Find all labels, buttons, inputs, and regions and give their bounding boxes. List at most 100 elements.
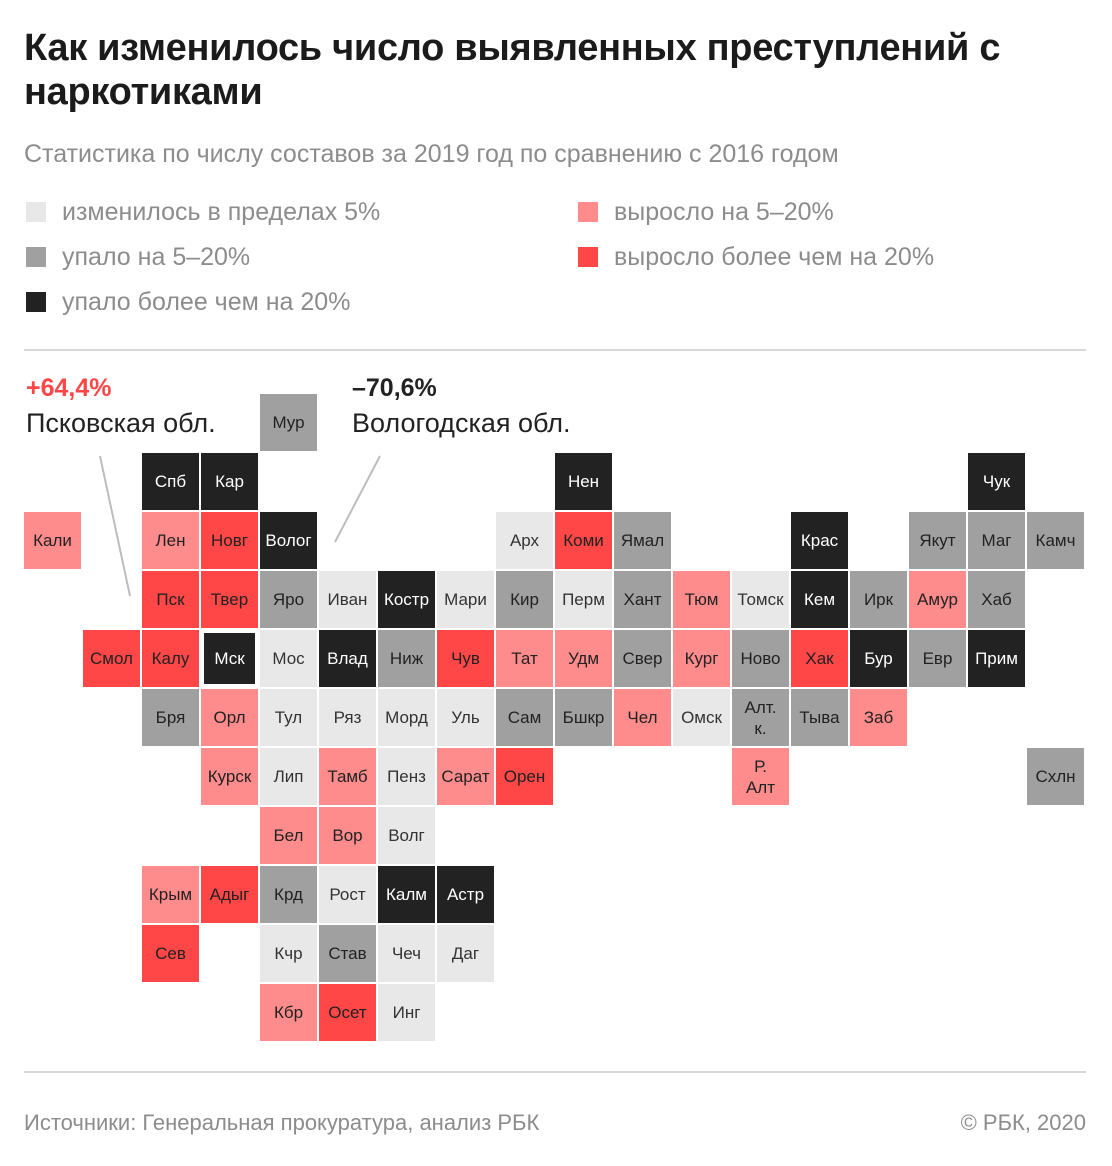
copyright-note: © РБК, 2020 bbox=[960, 1110, 1086, 1135]
region-tile: Калм bbox=[378, 866, 435, 923]
region-tile: Ново bbox=[732, 630, 789, 687]
region-tile: Пск bbox=[142, 571, 199, 628]
region-tile: Орл bbox=[201, 689, 258, 746]
region-tile: Чеч bbox=[378, 925, 435, 982]
region-tile: Влад bbox=[319, 630, 376, 687]
region-tile: Инг bbox=[378, 984, 435, 1041]
region-tile: Мос bbox=[260, 630, 317, 687]
region-tile: Кург bbox=[673, 630, 730, 687]
annotation-pskov-label: Псковская обл. bbox=[26, 408, 216, 438]
legend-label-down-5-20: упало на 5–20% bbox=[62, 242, 251, 271]
region-tile: Нен bbox=[555, 453, 612, 510]
region-tile: Бур bbox=[850, 630, 907, 687]
legend-swatch-down-5-20 bbox=[26, 247, 46, 267]
legend-label-up-20: выросло более чем на 20% bbox=[614, 242, 935, 271]
region-tile: Кчр bbox=[260, 925, 317, 982]
top-divider bbox=[24, 349, 1086, 351]
region-tile: Иван bbox=[319, 571, 376, 628]
region-tile: Бшкр bbox=[555, 689, 612, 746]
region-tile: Тюм bbox=[673, 571, 730, 628]
region-tile: Ряз bbox=[319, 689, 376, 746]
legend-swatch-stable bbox=[26, 202, 46, 222]
legend-item-down-5-20: упало на 5–20% bbox=[26, 242, 250, 272]
region-tile: Кем bbox=[791, 571, 848, 628]
region-tile: Адыг bbox=[201, 866, 258, 923]
legend-item-down-20: упало более чем на 20% bbox=[26, 287, 350, 317]
annotation-pskov-value: +64,4% bbox=[26, 374, 112, 402]
source-note: Источники: Генеральная прокуратура, анал… bbox=[24, 1110, 540, 1135]
region-tile: Амур bbox=[909, 571, 966, 628]
region-tile: Спб bbox=[142, 453, 199, 510]
leader-line-vologda bbox=[334, 455, 381, 543]
region-tile: Костр bbox=[378, 571, 435, 628]
region-tile: Тат bbox=[496, 630, 553, 687]
region-tile: Бря bbox=[142, 689, 199, 746]
region-tile: Удм bbox=[555, 630, 612, 687]
region-tile: Арх bbox=[496, 512, 553, 569]
region-tile: Кбр bbox=[260, 984, 317, 1041]
region-tile: Вор bbox=[319, 807, 376, 864]
region-tile: Омск bbox=[673, 689, 730, 746]
region-tile: Сам bbox=[496, 689, 553, 746]
region-tile: Твер bbox=[201, 571, 258, 628]
region-tile: Рост bbox=[319, 866, 376, 923]
region-tile: Уль bbox=[437, 689, 494, 746]
region-tile: Камч bbox=[1027, 512, 1084, 569]
bottom-divider bbox=[24, 1071, 1086, 1073]
region-tile: Калу bbox=[142, 630, 199, 687]
region-tile: Смол bbox=[83, 630, 140, 687]
region-tile: Мари bbox=[437, 571, 494, 628]
region-tile: Крас bbox=[791, 512, 848, 569]
chart-subtitle: Статистика по числу составов за 2019 год… bbox=[24, 140, 839, 168]
region-tile: Прим bbox=[968, 630, 1025, 687]
region-tile: Ниж bbox=[378, 630, 435, 687]
region-tile: Крым bbox=[142, 866, 199, 923]
region-tile: Маг bbox=[968, 512, 1025, 569]
region-tile: Астр bbox=[437, 866, 494, 923]
region-tile: Новг bbox=[201, 512, 258, 569]
legend-swatch-up-5-20 bbox=[578, 202, 598, 222]
region-tile: Бел bbox=[260, 807, 317, 864]
region-tile: Кали bbox=[24, 512, 81, 569]
legend-swatch-up-20 bbox=[578, 247, 598, 267]
region-tile: Тул bbox=[260, 689, 317, 746]
legend-item-stable: изменилось в пределах 5% bbox=[26, 197, 380, 227]
region-tile: Р. Алт bbox=[732, 748, 789, 805]
region-tile: Заб bbox=[850, 689, 907, 746]
region-tile: Хант bbox=[614, 571, 671, 628]
annotation-vologda-value: –70,6% bbox=[352, 374, 437, 402]
region-tile: Орен bbox=[496, 748, 553, 805]
region-tile: Чув bbox=[437, 630, 494, 687]
region-tile: Волог bbox=[260, 512, 317, 569]
region-tile: Яро bbox=[260, 571, 317, 628]
region-tile: Мск bbox=[201, 630, 258, 687]
annotation-vologda-label: Вологодская обл. bbox=[352, 408, 571, 438]
region-tile: Волг bbox=[378, 807, 435, 864]
region-tile: Курск bbox=[201, 748, 258, 805]
region-tile: Кар bbox=[201, 453, 258, 510]
region-tile: Тамб bbox=[319, 748, 376, 805]
region-tile: Перм bbox=[555, 571, 612, 628]
region-tile: Евр bbox=[909, 630, 966, 687]
region-tile: Морд bbox=[378, 689, 435, 746]
legend-swatch-down-20 bbox=[26, 292, 46, 312]
region-tile: Тыва bbox=[791, 689, 848, 746]
legend-item-up-20: выросло более чем на 20% bbox=[578, 242, 934, 272]
region-tile: Сев bbox=[142, 925, 199, 982]
region-tile: Томск bbox=[732, 571, 789, 628]
region-tile: Лен bbox=[142, 512, 199, 569]
region-tile: Свер bbox=[614, 630, 671, 687]
region-tile: Лип bbox=[260, 748, 317, 805]
region-tile: Схлн bbox=[1027, 748, 1084, 805]
leader-line-pskov bbox=[99, 455, 131, 597]
region-tile: Чел bbox=[614, 689, 671, 746]
region-tile: Осет bbox=[319, 984, 376, 1041]
region-tile: Хаб bbox=[968, 571, 1025, 628]
region-tile: Мур bbox=[260, 394, 317, 451]
region-tile: Хак bbox=[791, 630, 848, 687]
region-tile: Крд bbox=[260, 866, 317, 923]
region-tile: Чук bbox=[968, 453, 1025, 510]
region-tile: Даг bbox=[437, 925, 494, 982]
